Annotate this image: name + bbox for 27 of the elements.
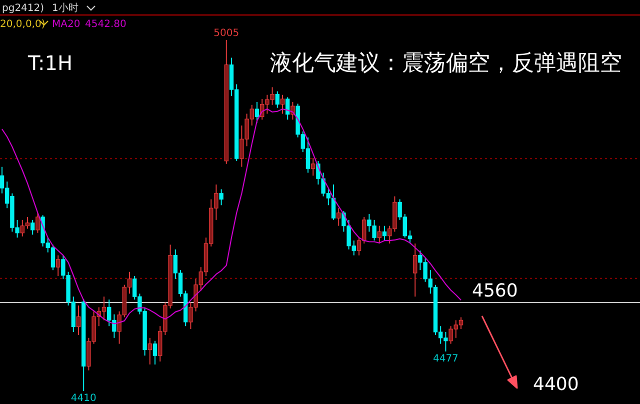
candlestick — [377, 225, 382, 244]
annotation: 4477 — [432, 353, 458, 364]
candlestick — [56, 254, 60, 276]
candlestick — [311, 157, 316, 176]
text: 4400 — [533, 374, 579, 395]
ref-line-label: 4560 — [472, 280, 518, 302]
candlestick — [280, 94, 285, 114]
candlestick — [219, 188, 224, 206]
candlestick — [382, 225, 387, 242]
text: 20,0,0,0) — [0, 19, 46, 30]
candlestick — [30, 219, 35, 236]
text: MA20 — [52, 19, 80, 30]
annotation: 4410 — [70, 393, 96, 404]
candlestick — [76, 304, 81, 336]
candlestick — [36, 212, 40, 234]
text: pg2412) — [2, 3, 44, 14]
candlestick — [254, 101, 260, 124]
text: 液化气建议：震荡偏空，反弹遇阻空 — [270, 51, 622, 76]
candlestick — [336, 208, 341, 226]
candlestick — [148, 337, 152, 365]
candlestick — [275, 90, 280, 108]
text: 4542.80 — [85, 19, 126, 30]
candlestick — [152, 340, 158, 365]
annotation: 5005 — [214, 28, 240, 39]
candlestick — [413, 243, 418, 298]
text: 1小时 — [52, 2, 78, 14]
annotation: T:1H — [27, 51, 73, 75]
